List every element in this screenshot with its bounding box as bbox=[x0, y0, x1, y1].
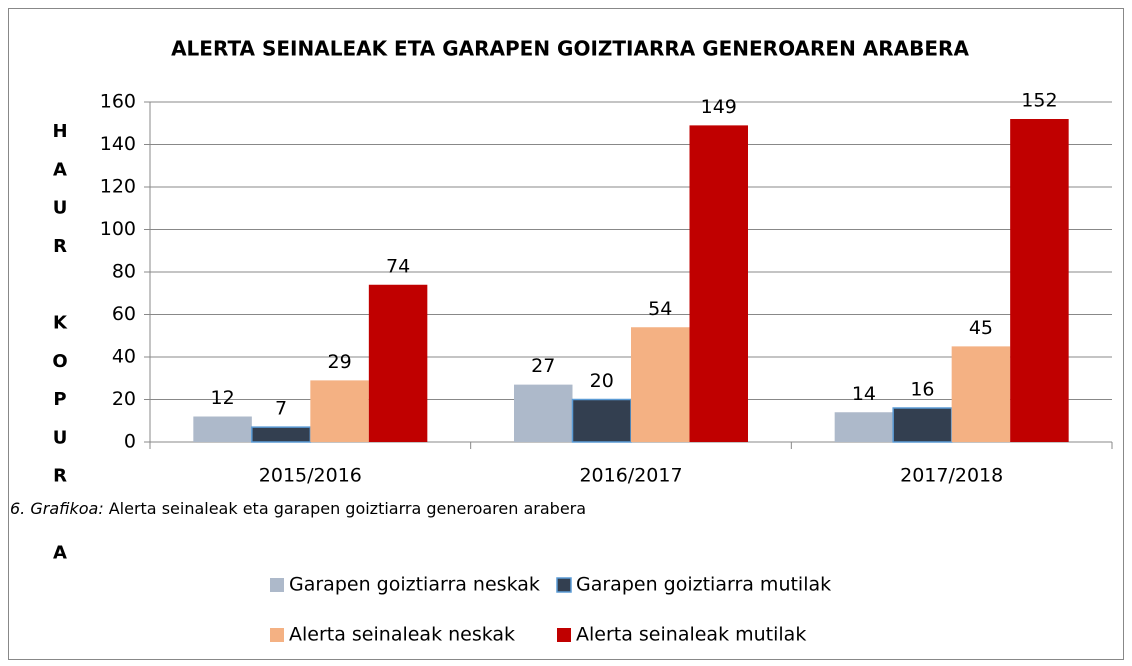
legend-label: Garapen goiztiarra mutilak bbox=[576, 574, 831, 596]
value-label: 29 bbox=[327, 351, 351, 373]
value-label: 27 bbox=[531, 355, 555, 377]
value-label: 54 bbox=[648, 298, 672, 320]
caption-text: Alerta seinaleak eta garapen goiztiarra … bbox=[109, 499, 586, 518]
chart-border bbox=[8, 8, 1124, 660]
legend-label: Alerta seinaleak mutilak bbox=[576, 624, 806, 646]
y-tick-label: 140 bbox=[100, 133, 136, 155]
bar bbox=[571, 398, 632, 443]
x-tick-label: 2017/2018 bbox=[900, 465, 1003, 487]
legend-swatch bbox=[270, 628, 284, 642]
legend-label: Garapen goiztiarra neskak bbox=[289, 574, 540, 596]
bar bbox=[310, 380, 369, 442]
y-axis-letter: K bbox=[53, 313, 68, 334]
value-label: 149 bbox=[701, 96, 737, 118]
value-label: 7 bbox=[275, 398, 287, 420]
legend-label: Alerta seinaleak neskak bbox=[289, 624, 515, 646]
bar bbox=[193, 416, 252, 442]
chart-title: ALERTA SEINALEAK ETA GARAPEN GOIZTIARRA … bbox=[171, 37, 969, 61]
y-axis-letter: R bbox=[53, 236, 67, 257]
y-tick-label: 60 bbox=[112, 303, 136, 325]
y-axis-letter: U bbox=[53, 427, 68, 448]
value-label: 20 bbox=[590, 370, 614, 392]
bar bbox=[514, 384, 573, 442]
bar bbox=[251, 426, 312, 443]
caption-label: 6. Grafikoa: bbox=[10, 499, 104, 518]
caption-background bbox=[9, 496, 909, 522]
bar bbox=[834, 412, 894, 442]
bar bbox=[951, 346, 1011, 442]
bar bbox=[689, 125, 748, 442]
caption: 6. Grafikoa: Alerta seinaleak eta garapen… bbox=[10, 499, 586, 518]
x-tick-label: 2015/2016 bbox=[259, 465, 362, 487]
y-tick-label: 0 bbox=[124, 431, 136, 453]
value-label: 16 bbox=[910, 379, 934, 401]
bar bbox=[631, 327, 690, 442]
y-tick-label: 20 bbox=[112, 388, 136, 410]
y-axis-letter: U bbox=[53, 198, 68, 219]
value-label: 12 bbox=[210, 387, 234, 409]
legend-swatch bbox=[270, 578, 284, 592]
value-label: 152 bbox=[1021, 90, 1057, 112]
y-axis-letter bbox=[57, 274, 63, 295]
legend-swatch bbox=[556, 577, 572, 593]
bar bbox=[892, 407, 953, 443]
y-axis-letter: P bbox=[53, 389, 66, 410]
y-tick-label: 40 bbox=[112, 346, 136, 368]
value-label: 45 bbox=[969, 317, 993, 339]
y-axis-letter: O bbox=[52, 351, 67, 372]
y-axis-letter: H bbox=[52, 121, 67, 142]
legend-swatch bbox=[557, 628, 571, 642]
y-axis-letter: A bbox=[53, 159, 67, 180]
y-axis-letter: R bbox=[53, 466, 67, 487]
value-label: 74 bbox=[386, 255, 410, 277]
y-axis-letter: A bbox=[53, 542, 67, 563]
value-label: 14 bbox=[852, 383, 876, 405]
y-tick-label: 160 bbox=[100, 91, 136, 113]
bar bbox=[1010, 119, 1069, 442]
y-tick-label: 100 bbox=[100, 218, 136, 240]
bar bbox=[368, 284, 428, 442]
y-tick-label: 80 bbox=[112, 261, 136, 283]
x-tick-label: 2016/2017 bbox=[579, 465, 682, 487]
y-tick-label: 120 bbox=[100, 176, 136, 198]
